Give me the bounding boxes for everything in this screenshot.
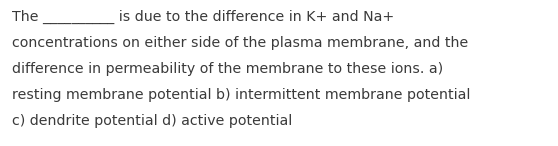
Text: concentrations on either side of the plasma membrane, and the: concentrations on either side of the pla… [12,36,469,50]
Text: The __________ is due to the difference in K+ and Na+: The __________ is due to the difference … [12,10,395,24]
Text: difference in permeability of the membrane to these ions. a): difference in permeability of the membra… [12,62,444,76]
Text: resting membrane potential b) intermittent membrane potential: resting membrane potential b) intermitte… [12,88,470,102]
Text: c) dendrite potential d) active potential: c) dendrite potential d) active potentia… [12,114,292,128]
